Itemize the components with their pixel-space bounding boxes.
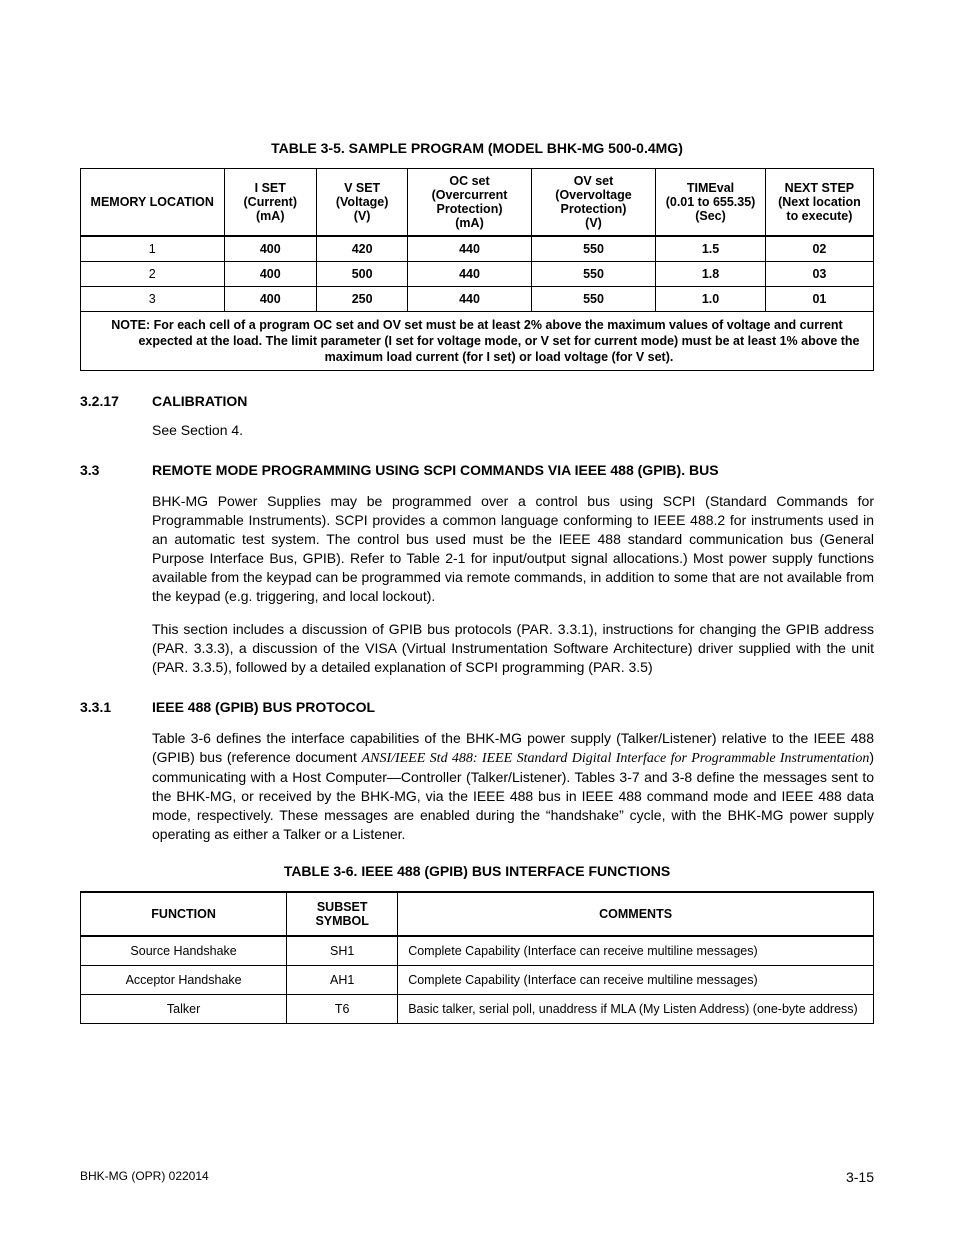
cell: Complete Capability (Interface can recei… [398,936,874,966]
cell: 500 [317,262,408,287]
section-number: 3.3 [80,462,152,478]
cell: 1.5 [656,236,766,262]
cell: Talker [81,994,287,1023]
table-3-5-caption: TABLE 3-5. SAMPLE PROGRAM (MODEL BHK-MG … [80,140,874,156]
cell: 400 [224,287,317,312]
paragraph: Table 3-6 defines the interface capabili… [152,729,874,844]
section-3-3-1: 3.3.1 IEEE 488 (GPIB) BUS PROTOCOL [80,699,874,715]
cell: 550 [531,262,655,287]
section-title: IEEE 488 (GPIB) BUS PROTOCOL [152,699,375,715]
table-row: MEMORY LOCATION I SET (Current) (mA) V S… [81,169,874,237]
cell: 400 [224,262,317,287]
table-note-row: NOTE: For each cell of a program OC set … [81,312,874,371]
table-3-5: MEMORY LOCATION I SET (Current) (mA) V S… [80,168,874,371]
cell: 250 [317,287,408,312]
col-comments: COMMENTS [398,892,874,936]
paragraph: BHK-MG Power Supplies may be programmed … [152,492,874,606]
table-row: Talker T6 Basic talker, serial poll, una… [81,994,874,1023]
section-title: CALIBRATION [152,393,247,409]
cell: 1 [81,236,225,262]
col-vset: V SET (Voltage) (V) [317,169,408,237]
table-row: 2 400 500 440 550 1.8 03 [81,262,874,287]
section-3-2-17: 3.2.17 CALIBRATION [80,393,874,409]
cell: Complete Capability (Interface can recei… [398,965,874,994]
table-note: NOTE: For each cell of a program OC set … [87,317,867,365]
col-iset: I SET (Current) (mA) [224,169,317,237]
cell: 1.0 [656,287,766,312]
section-number: 3.3.1 [80,699,152,715]
cell: SH1 [287,936,398,966]
page-footer: BHK-MG (OPR) 022014 3-15 [80,1169,874,1185]
col-ocset: OC set (Overcurrent Protection) (mA) [408,169,532,237]
paragraph: This section includes a discussion of GP… [152,620,874,677]
cell: Basic talker, serial poll, unaddress if … [398,994,874,1023]
table-row: 3 400 250 440 550 1.0 01 [81,287,874,312]
col-timeval: TIMEval (0.01 to 655.35) (Sec) [656,169,766,237]
cell: 440 [408,287,532,312]
table-row: FUNCTION SUBSET SYMBOL COMMENTS [81,892,874,936]
cell: T6 [287,994,398,1023]
section-3-3: 3.3 REMOTE MODE PROGRAMMING USING SCPI C… [80,462,874,478]
col-memory-location: MEMORY LOCATION [81,169,225,237]
cell: 420 [317,236,408,262]
table-row: Source Handshake SH1 Complete Capability… [81,936,874,966]
section-number: 3.2.17 [80,393,152,409]
col-ovset: OV set (Overvoltage Protection) (V) [531,169,655,237]
cell: 1.8 [656,262,766,287]
col-function: FUNCTION [81,892,287,936]
cell: 01 [765,287,873,312]
footer-page-number: 3-15 [846,1169,874,1185]
italic-reference: ANSI/IEEE Std 488: IEEE Standard Digital… [362,751,870,766]
cell: 440 [408,262,532,287]
section-body: See Section 4. [152,421,874,440]
cell: 440 [408,236,532,262]
cell: 2 [81,262,225,287]
cell: Source Handshake [81,936,287,966]
table-3-6: FUNCTION SUBSET SYMBOL COMMENTS Source H… [80,891,874,1024]
cell: 03 [765,262,873,287]
table-3-6-caption: TABLE 3-6. IEEE 488 (GPIB) BUS INTERFACE… [80,863,874,879]
cell: 3 [81,287,225,312]
document-page: TABLE 3-5. SAMPLE PROGRAM (MODEL BHK-MG … [0,0,954,1235]
cell: AH1 [287,965,398,994]
table-row: 1 400 420 440 550 1.5 02 [81,236,874,262]
section-title: REMOTE MODE PROGRAMMING USING SCPI COMMA… [152,462,719,478]
col-nextstep: NEXT STEP (Next location to execute) [765,169,873,237]
cell: 550 [531,236,655,262]
table-row: Acceptor Handshake AH1 Complete Capabili… [81,965,874,994]
footer-left: BHK-MG (OPR) 022014 [80,1169,209,1185]
cell: 550 [531,287,655,312]
cell: 02 [765,236,873,262]
cell: 400 [224,236,317,262]
col-subset-symbol: SUBSET SYMBOL [287,892,398,936]
cell: Acceptor Handshake [81,965,287,994]
